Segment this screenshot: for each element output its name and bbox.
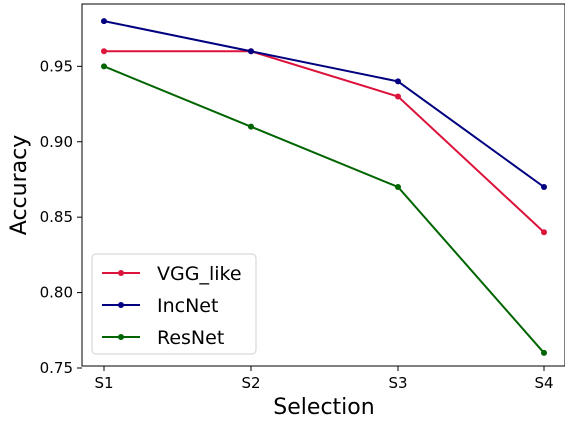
data-point-incnet [541, 184, 547, 190]
data-point-resnet [248, 123, 254, 130]
legend-marker-vgg_like [118, 270, 124, 276]
x-axis-title: Selection [273, 395, 374, 420]
legend-label-resnet: ResNet [157, 327, 224, 349]
legend-marker-incnet [118, 302, 124, 308]
legend: VGG_like IncNet ResNet [91, 253, 257, 355]
legend-marker-resnet [118, 334, 124, 340]
data-point-vgg_like [541, 229, 547, 236]
y-axis-title: Accuracy [7, 135, 32, 235]
y-tick-label: 0.75 [40, 359, 73, 377]
data-point-resnet [101, 63, 107, 70]
y-tick-label: 0.90 [40, 133, 73, 151]
data-point-vgg_like [395, 93, 401, 100]
y-tick-label: 0.95 [40, 57, 73, 75]
data-point-resnet [541, 349, 547, 356]
x-tick-label: S2 [241, 374, 260, 392]
y-tick-label: 0.85 [40, 208, 73, 226]
series-layer [101, 18, 547, 356]
legend-label-incnet: IncNet [157, 295, 218, 317]
x-tick-label: S4 [534, 374, 553, 392]
x-axis: S1 S2 S3 S4 [94, 366, 554, 392]
x-tick-label: S3 [388, 374, 407, 392]
data-point-resnet [395, 184, 401, 190]
legend-box [91, 253, 257, 355]
data-point-incnet [248, 48, 254, 55]
series-line-vgg_like [104, 50, 545, 233]
y-axis: 0.75 0.80 0.85 0.90 0.95 [40, 57, 82, 377]
data-point-incnet [395, 78, 401, 85]
series-line-resnet [103, 65, 545, 354]
x-tick-label: S1 [94, 374, 113, 392]
legend-label-vgg_like: VGG_like [157, 263, 242, 285]
data-point-incnet [101, 18, 107, 25]
data-point-vgg_like [101, 48, 107, 55]
series-line-incnet [103, 20, 545, 188]
y-tick-label: 0.80 [40, 284, 73, 302]
